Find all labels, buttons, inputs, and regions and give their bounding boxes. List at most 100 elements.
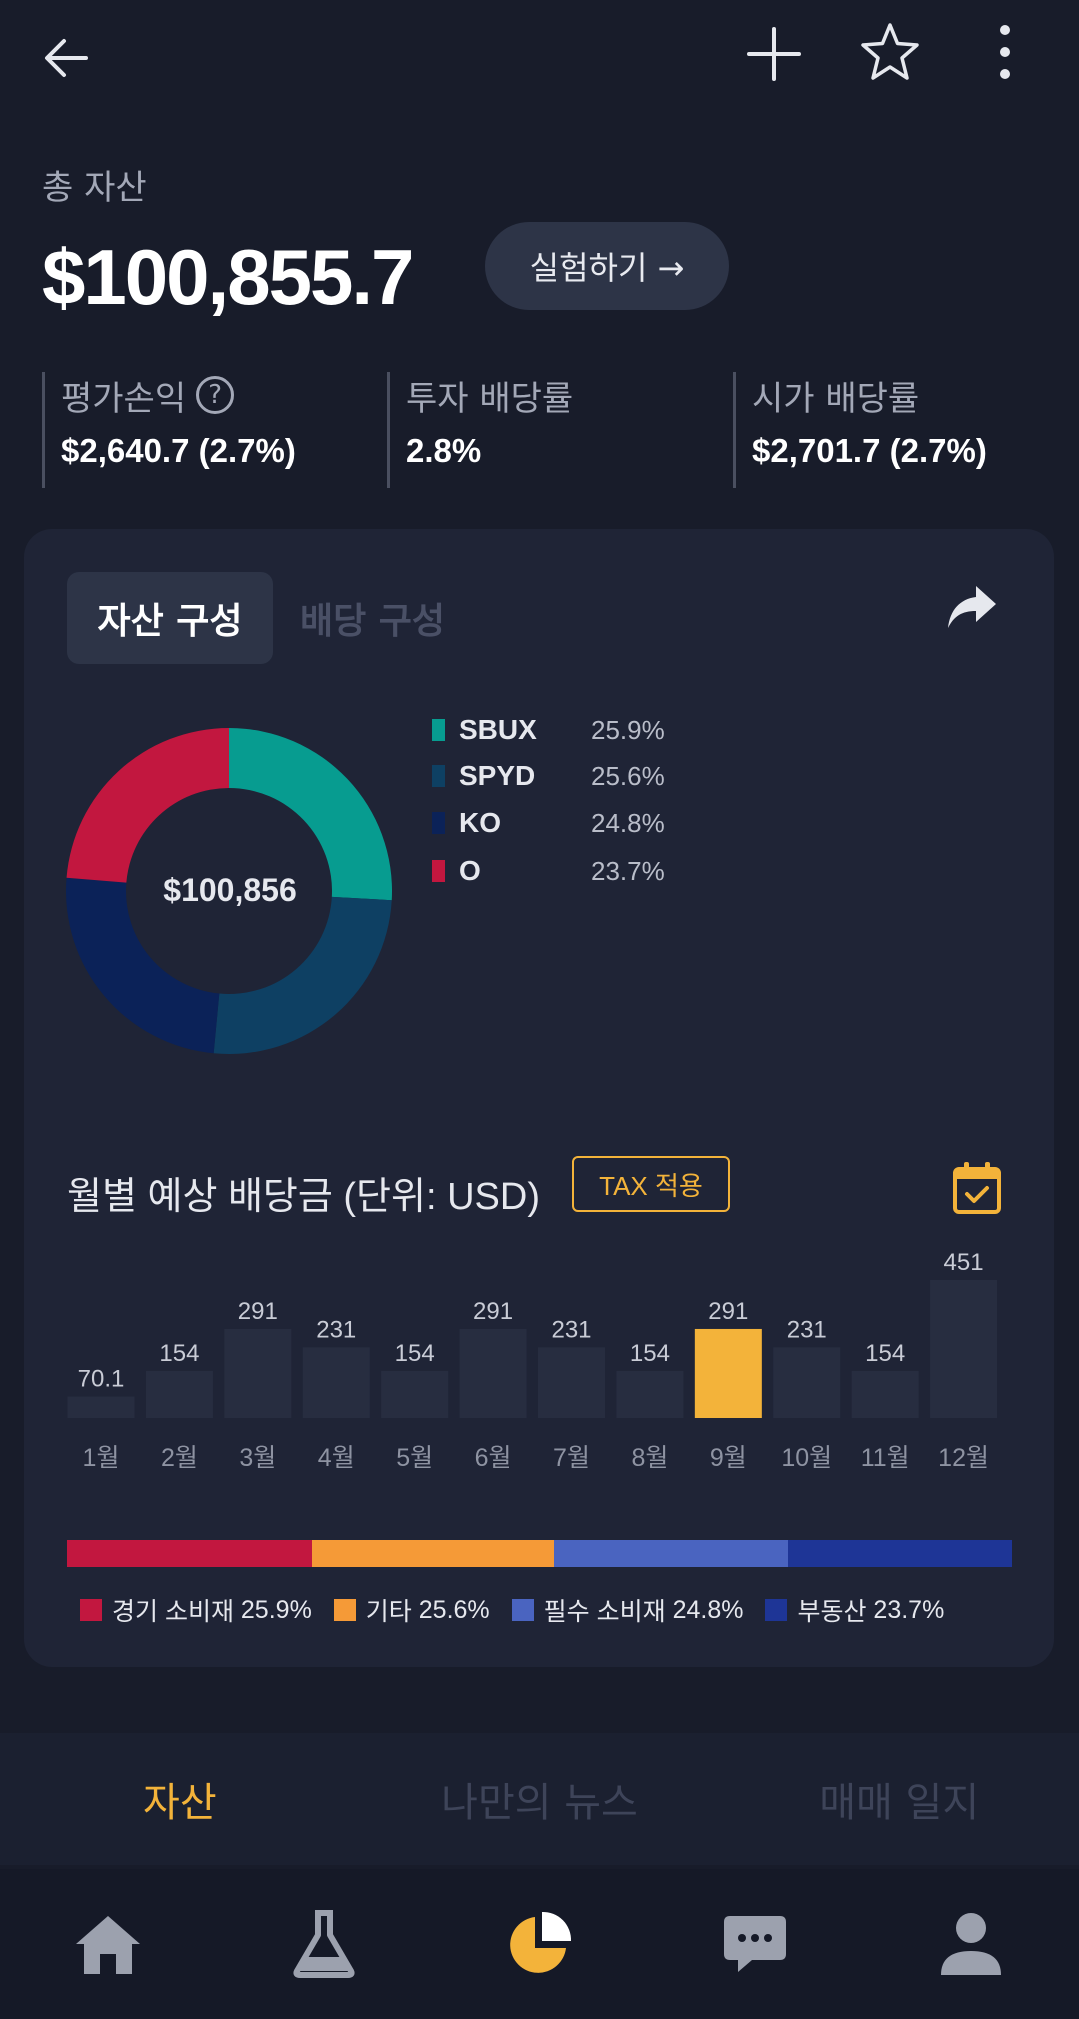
tab-dividend-composition[interactable]: 배당 구성 bbox=[300, 601, 446, 642]
experiment-button[interactable]: 실험하기 → bbox=[485, 222, 729, 310]
help-icon[interactable]: ? bbox=[196, 376, 235, 414]
stat-label: 투자 배당률 bbox=[406, 378, 574, 419]
stat-unrealized-pnl: 평가손익? $2,640.7 (2.7%) bbox=[42, 372, 296, 488]
legend-percent: 25.9% bbox=[591, 714, 665, 745]
favorite-button[interactable] bbox=[858, 20, 922, 84]
donut-slice-spyd bbox=[213, 896, 392, 1054]
bar-2[interactable] bbox=[145, 1370, 213, 1418]
sector-percent: 25.9% bbox=[240, 1595, 312, 1624]
calendar-check-icon bbox=[953, 1162, 1001, 1214]
back-button[interactable] bbox=[36, 28, 96, 88]
nav-home[interactable] bbox=[0, 1869, 216, 2019]
bar-3[interactable] bbox=[224, 1328, 292, 1418]
stat-value: 2.8% bbox=[406, 432, 482, 469]
bar-12[interactable] bbox=[930, 1280, 998, 1418]
legend-swatch bbox=[432, 719, 445, 741]
sector-segment bbox=[67, 1540, 312, 1567]
bar-value-label: 291 bbox=[473, 1298, 513, 1325]
legend-ticker: SBUX bbox=[459, 714, 537, 745]
vertical-dots-icon bbox=[1000, 25, 1010, 79]
chat-bubble-icon bbox=[724, 1916, 787, 1972]
stat-market-yield: 시가 배당률 $2,701.7 (2.7%) bbox=[733, 372, 987, 488]
month-label: 8월 bbox=[631, 1444, 668, 1472]
bar-value-label: 70.1 bbox=[78, 1366, 125, 1393]
bar-10[interactable] bbox=[773, 1347, 841, 1418]
sector-swatch bbox=[333, 1599, 356, 1621]
nav-portfolio[interactable] bbox=[432, 1869, 648, 2019]
tab-assets[interactable]: 자산 bbox=[143, 1780, 217, 1826]
sector-segment bbox=[788, 1540, 1012, 1567]
legend-item-ko: KO 24.8% bbox=[432, 800, 665, 846]
month-label: 2월 bbox=[161, 1444, 198, 1472]
bar-5[interactable] bbox=[381, 1370, 449, 1418]
bar-value-label: 154 bbox=[159, 1340, 199, 1367]
bar-6[interactable] bbox=[459, 1328, 527, 1418]
month-label: 7월 bbox=[553, 1444, 590, 1472]
sector-percent: 25.6% bbox=[418, 1595, 490, 1624]
bar-value-label: 154 bbox=[395, 1340, 435, 1367]
legend-percent: 23.7% bbox=[591, 855, 665, 886]
sector-swatch bbox=[765, 1599, 788, 1621]
nav-community[interactable] bbox=[647, 1869, 863, 2019]
person-icon bbox=[941, 1913, 1002, 1975]
bar-value-label: 154 bbox=[630, 1340, 670, 1367]
legend-ticker: SPYD bbox=[459, 760, 536, 791]
calendar-button[interactable] bbox=[952, 1160, 1002, 1216]
share-button[interactable] bbox=[944, 582, 1000, 634]
month-label: 1월 bbox=[83, 1444, 120, 1472]
bar-value-label: 231 bbox=[551, 1316, 591, 1343]
add-button[interactable] bbox=[744, 24, 804, 84]
total-assets-label: 총 자산 bbox=[42, 168, 147, 208]
asset-donut-chart bbox=[66, 728, 392, 1054]
tax-toggle-button[interactable]: TAX 적용 bbox=[572, 1156, 730, 1212]
sector-legend-item: 경기 소비재 25.9% bbox=[80, 1592, 312, 1628]
tab-my-news[interactable]: 나만의 뉴스 bbox=[441, 1780, 638, 1826]
monthly-dividend-bar-chart: 70.1 1월 154 2월 291 3월 231 4월 154 5월 291 6월 231 7월 154 8… bbox=[67, 1249, 998, 1472]
nav-profile[interactable] bbox=[863, 1869, 1079, 2019]
total-assets-value: $100,855.7 bbox=[42, 233, 414, 321]
bar-8[interactable] bbox=[616, 1370, 684, 1418]
more-menu-button[interactable] bbox=[990, 22, 1020, 82]
bar-11[interactable] bbox=[851, 1370, 919, 1418]
bar-1[interactable] bbox=[67, 1396, 135, 1418]
bottom-navigation bbox=[0, 1869, 1079, 2019]
bar-4[interactable] bbox=[302, 1347, 370, 1418]
sector-segment bbox=[311, 1540, 554, 1567]
home-icon bbox=[75, 1916, 140, 1974]
stat-investment-yield: 투자 배당률 2.8% bbox=[387, 372, 573, 488]
stat-label: 평가손익 bbox=[61, 378, 187, 419]
nav-lab[interactable] bbox=[216, 1869, 432, 2019]
arrow-left-icon bbox=[45, 39, 88, 77]
month-label: 4월 bbox=[318, 1444, 355, 1472]
bar-9[interactable] bbox=[694, 1328, 762, 1418]
share-arrow-icon bbox=[948, 586, 996, 628]
tab-asset-composition[interactable]: 자산 구성 bbox=[67, 572, 273, 664]
pie-chart-icon bbox=[510, 1911, 572, 1973]
tab-trade-journal[interactable]: 매매 일지 bbox=[819, 1780, 980, 1826]
bar-value-label: 291 bbox=[708, 1298, 748, 1325]
sector-allocation-bar bbox=[67, 1540, 1012, 1567]
legend-swatch bbox=[432, 860, 445, 882]
sector-legend-item: 기타 25.6% bbox=[333, 1592, 490, 1628]
sector-name: 기타 bbox=[365, 1598, 412, 1626]
month-label: 6월 bbox=[475, 1444, 512, 1472]
sector-name: 필수 소비재 bbox=[543, 1598, 666, 1626]
section-tabs: 자산 나만의 뉴스 매매 일지 bbox=[0, 1733, 1079, 1865]
legend-ticker: KO bbox=[459, 807, 501, 838]
sector-segment bbox=[553, 1540, 789, 1567]
month-label: 11월 bbox=[861, 1444, 910, 1472]
bar-7[interactable] bbox=[538, 1347, 605, 1418]
legend-swatch bbox=[432, 812, 445, 834]
month-label: 5월 bbox=[396, 1444, 433, 1472]
stat-label: 시가 배당률 bbox=[752, 378, 920, 419]
stat-value: $2,701.7 (2.7%) bbox=[752, 432, 987, 469]
month-label: 3월 bbox=[239, 1444, 276, 1472]
bar-value-label: 291 bbox=[238, 1298, 278, 1325]
donut-slice-ko bbox=[66, 877, 220, 1054]
month-label: 9월 bbox=[710, 1444, 747, 1472]
sector-percent: 23.7% bbox=[873, 1595, 945, 1624]
donut-slice-o bbox=[66, 728, 229, 883]
legend-percent: 24.8% bbox=[591, 807, 665, 838]
sector-legend: 경기 소비재 25.9% 기타 25.6% 필수 소비재 24.8% 부동산 2… bbox=[80, 1590, 944, 1630]
portfolio-card bbox=[24, 529, 1054, 1667]
